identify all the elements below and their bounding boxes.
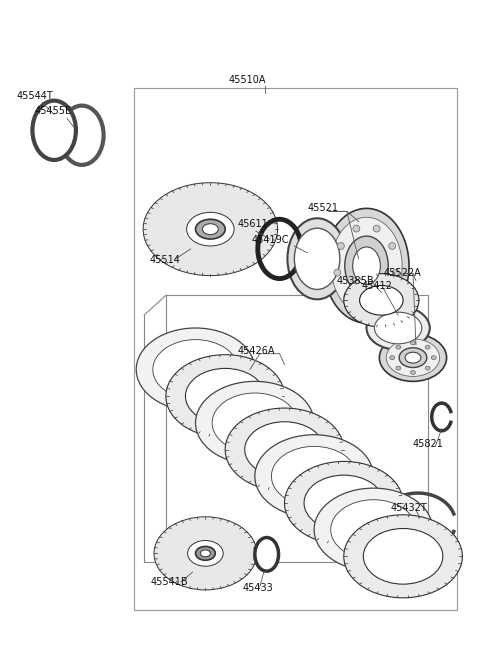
Text: 45412: 45412 bbox=[361, 280, 393, 291]
Ellipse shape bbox=[288, 218, 347, 299]
Ellipse shape bbox=[136, 328, 255, 411]
Ellipse shape bbox=[360, 286, 403, 315]
Ellipse shape bbox=[314, 488, 433, 571]
Ellipse shape bbox=[255, 538, 278, 571]
Ellipse shape bbox=[195, 546, 216, 560]
Ellipse shape bbox=[255, 435, 373, 517]
Ellipse shape bbox=[345, 236, 388, 295]
Ellipse shape bbox=[187, 212, 234, 246]
Ellipse shape bbox=[337, 242, 344, 250]
Ellipse shape bbox=[410, 371, 416, 375]
Ellipse shape bbox=[367, 307, 430, 350]
Ellipse shape bbox=[396, 345, 401, 349]
Text: 45385B: 45385B bbox=[337, 276, 374, 286]
Ellipse shape bbox=[396, 366, 401, 370]
Ellipse shape bbox=[324, 208, 409, 323]
Ellipse shape bbox=[304, 475, 384, 531]
Ellipse shape bbox=[212, 393, 298, 453]
Text: 45419C: 45419C bbox=[252, 235, 289, 245]
Ellipse shape bbox=[425, 345, 430, 349]
Ellipse shape bbox=[389, 242, 396, 250]
Ellipse shape bbox=[188, 540, 223, 566]
Ellipse shape bbox=[344, 515, 462, 598]
Text: 45514: 45514 bbox=[149, 255, 180, 265]
Ellipse shape bbox=[166, 354, 285, 438]
Ellipse shape bbox=[271, 446, 357, 506]
Ellipse shape bbox=[363, 302, 370, 309]
Ellipse shape bbox=[425, 366, 430, 370]
Ellipse shape bbox=[405, 352, 421, 363]
Ellipse shape bbox=[344, 293, 351, 299]
Ellipse shape bbox=[153, 340, 238, 400]
Ellipse shape bbox=[344, 274, 419, 327]
Ellipse shape bbox=[334, 269, 341, 276]
Ellipse shape bbox=[195, 381, 314, 464]
Text: 45522A: 45522A bbox=[384, 268, 421, 278]
Text: 45432T: 45432T bbox=[390, 503, 427, 513]
Ellipse shape bbox=[390, 356, 395, 360]
Ellipse shape bbox=[285, 461, 403, 544]
Ellipse shape bbox=[143, 183, 277, 276]
Ellipse shape bbox=[379, 334, 446, 381]
Ellipse shape bbox=[363, 529, 443, 584]
Ellipse shape bbox=[353, 247, 380, 284]
Ellipse shape bbox=[185, 368, 265, 424]
Text: 45455E: 45455E bbox=[35, 105, 72, 115]
Ellipse shape bbox=[60, 105, 104, 165]
Ellipse shape bbox=[392, 269, 399, 276]
Ellipse shape bbox=[382, 293, 389, 299]
Ellipse shape bbox=[225, 408, 344, 491]
Text: 45611: 45611 bbox=[238, 219, 269, 229]
Ellipse shape bbox=[294, 228, 340, 290]
Ellipse shape bbox=[331, 500, 416, 559]
Ellipse shape bbox=[386, 339, 440, 377]
Ellipse shape bbox=[431, 356, 436, 360]
Text: 45510A: 45510A bbox=[228, 75, 265, 85]
Text: 45521: 45521 bbox=[307, 204, 338, 214]
Ellipse shape bbox=[195, 219, 225, 239]
Text: 45541B: 45541B bbox=[151, 577, 189, 587]
Ellipse shape bbox=[203, 224, 218, 234]
Bar bbox=[134, 88, 457, 610]
Ellipse shape bbox=[373, 225, 380, 232]
Text: 45433: 45433 bbox=[243, 583, 274, 593]
Ellipse shape bbox=[331, 217, 402, 314]
Ellipse shape bbox=[353, 225, 360, 232]
Ellipse shape bbox=[245, 422, 324, 477]
Text: 45821: 45821 bbox=[413, 439, 444, 449]
Ellipse shape bbox=[399, 348, 427, 367]
Ellipse shape bbox=[154, 517, 257, 590]
Ellipse shape bbox=[201, 550, 210, 557]
Text: 45426A: 45426A bbox=[238, 346, 276, 356]
Ellipse shape bbox=[33, 101, 76, 160]
Ellipse shape bbox=[410, 341, 416, 345]
Ellipse shape bbox=[374, 312, 422, 344]
Text: 45544T: 45544T bbox=[17, 91, 53, 101]
